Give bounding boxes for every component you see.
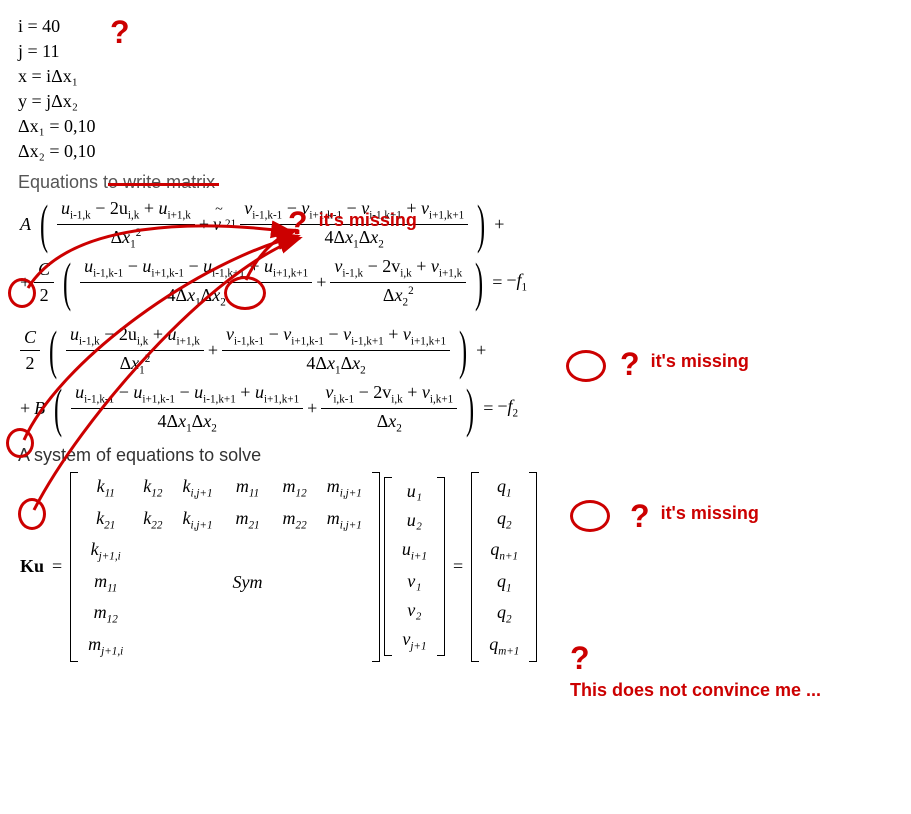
param-x: x = iΔx₁ <box>18 66 893 87</box>
param-y: y = jΔx₂ <box>18 91 893 112</box>
equation-2-line2: + B ( ui-1,k-1 − ui+1,k-1 − ui-1,k+1 + u… <box>18 381 893 435</box>
annot-missing-3: ? it's missing <box>630 498 759 535</box>
annot-q-top: ? <box>110 14 130 51</box>
question-mark-icon: ? <box>570 640 590 676</box>
annot-convince: This does not convince me ... <box>570 680 821 701</box>
annot-missing-2-text: it's missing <box>651 351 749 371</box>
equation-1-line2: + C2 ( ui-1,k-1 − ui+1,k-1 − ui-1,k+1 + … <box>18 255 893 309</box>
param-dx2: Δx₂ = 0,10 <box>18 141 893 162</box>
equation-block: A( ui-1,k − 2ui,k + ui+1,kΔx12 + v21 vi-… <box>18 197 893 435</box>
heading-system: A system of equations to solve <box>18 445 893 466</box>
heading-equations-text: Equations to write matrix <box>18 172 215 193</box>
param-j: j = 11 <box>18 41 893 62</box>
equation-1-line1: A( ui-1,k − 2ui,k + ui+1,kΔx12 + v21 vi-… <box>18 197 893 251</box>
question-mark-icon: ? <box>620 346 640 382</box>
annot-missing-1-text: it's missing <box>319 210 417 230</box>
param-dx1: Δx₁ = 0,10 <box>18 116 893 137</box>
param-i: i = 40 <box>18 16 893 37</box>
annot-matrix-q: ? <box>570 640 590 677</box>
question-mark-icon: ? <box>288 205 308 241</box>
annot-missing-2: ? it's missing <box>620 346 749 383</box>
question-mark-icon: ? <box>630 498 650 534</box>
equation-2-line1: C2 ( ui-1,k − 2ui,k + ui+1,kΔx12 + vi-1,… <box>18 323 893 377</box>
matrix-equation: Ku = k11k12ki,j+1m11m12mi,j+1k21k22ki,j+… <box>18 472 893 662</box>
annot-missing-3-text: it's missing <box>661 503 759 523</box>
annot-missing-1: ? it's missing <box>288 205 417 242</box>
heading-equations: Equations to write matrix <box>18 172 893 193</box>
